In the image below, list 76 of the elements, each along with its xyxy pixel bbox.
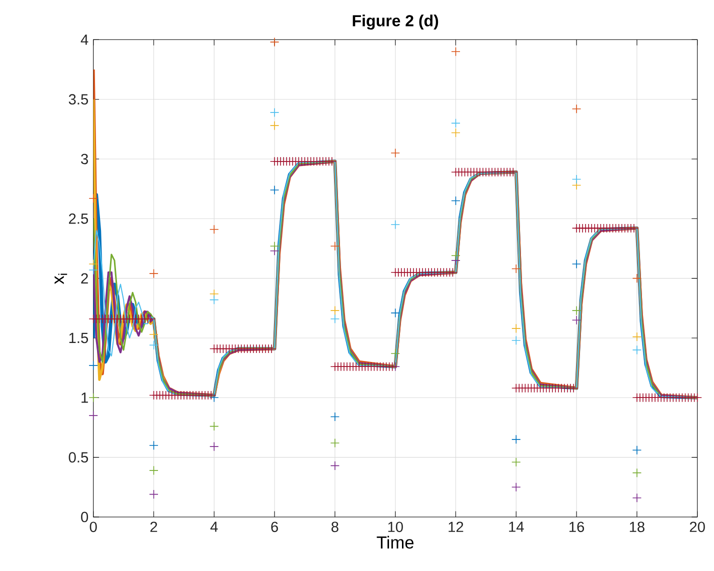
point	[451, 46, 460, 56]
x-tick-label: 10	[388, 522, 403, 532]
point	[270, 185, 280, 195]
point	[390, 308, 400, 318]
x-tick-label: 0	[90, 522, 97, 532]
point	[270, 108, 280, 118]
y-tick-label: 0	[81, 512, 88, 522]
point	[632, 493, 642, 503]
point	[451, 118, 460, 128]
point	[88, 360, 98, 370]
point	[572, 104, 582, 114]
x-tick-label: 6	[271, 522, 278, 532]
point	[330, 314, 340, 324]
y-tick-label: 4	[80, 34, 88, 45]
x-tick-label: 2	[150, 522, 158, 532]
point	[390, 148, 400, 158]
point	[270, 241, 280, 251]
x-axis-title: Time	[376, 536, 414, 549]
x-tick-label: 14	[509, 522, 524, 532]
point	[451, 250, 460, 260]
point	[149, 490, 158, 499]
y-tick-label: 1	[82, 392, 88, 403]
point	[270, 37, 280, 47]
point	[88, 392, 98, 402]
point	[632, 345, 642, 355]
y-tick-label: 2.5	[68, 213, 88, 224]
point	[451, 128, 460, 138]
y-tick-label: 2	[81, 273, 88, 284]
x-tick-label: 16	[569, 522, 584, 532]
point	[88, 194, 98, 204]
point	[330, 461, 340, 470]
y-tick-label: 3	[81, 154, 88, 164]
point	[511, 482, 521, 492]
point	[572, 174, 582, 184]
y-tick-label: 3.5	[68, 94, 88, 105]
point	[149, 466, 158, 476]
point	[209, 224, 219, 234]
point	[209, 422, 219, 431]
point	[149, 268, 158, 278]
point	[330, 306, 340, 316]
point	[572, 306, 582, 316]
point	[209, 295, 219, 304]
point	[390, 220, 400, 230]
y-tick-label: 0.5	[68, 452, 88, 463]
point	[209, 392, 219, 402]
chart-title: Figure 2 (d)	[352, 14, 438, 30]
x-tick-label: 12	[448, 522, 464, 532]
x-tick-label: 4	[210, 522, 218, 532]
x-tick-label: 20	[690, 522, 705, 532]
point	[511, 434, 521, 444]
point	[511, 336, 521, 346]
y-tick-label: 1.5	[69, 332, 88, 344]
point	[511, 457, 521, 467]
point	[149, 440, 158, 450]
point	[572, 315, 582, 325]
point	[632, 468, 642, 478]
point	[149, 330, 158, 340]
point	[330, 412, 340, 422]
point	[149, 340, 158, 350]
point	[330, 241, 340, 251]
point	[632, 445, 642, 455]
point	[632, 274, 642, 283]
point	[390, 348, 400, 358]
point	[330, 438, 340, 448]
y-axis-title: x$_{i}$	[54, 274, 68, 284]
point	[572, 259, 582, 269]
x-tick-label: 18	[630, 522, 644, 532]
point	[88, 410, 98, 420]
point	[451, 196, 460, 206]
point	[511, 264, 521, 274]
point	[88, 265, 98, 275]
point	[632, 332, 642, 342]
point	[511, 324, 521, 334]
point	[270, 120, 280, 130]
point	[209, 442, 219, 452]
x-tick-label: 8	[331, 522, 338, 532]
